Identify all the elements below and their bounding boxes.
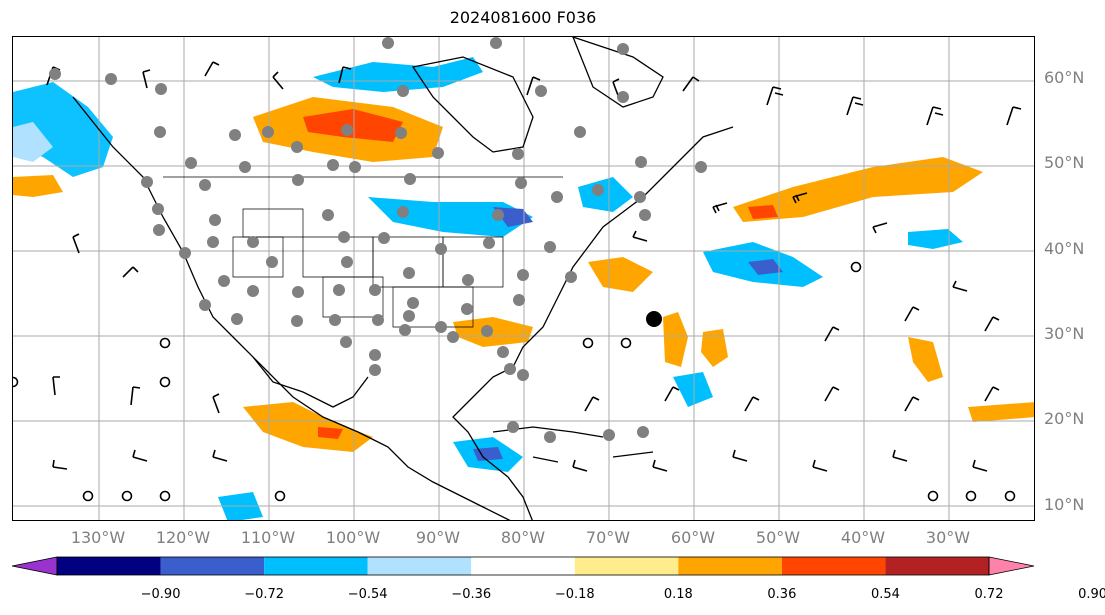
fill-blue-patch — [673, 372, 713, 407]
lon-label-50w: 50°W — [755, 528, 801, 547]
fill-orange-patch — [701, 329, 728, 367]
fill-orange-patch — [13, 175, 63, 197]
fill-orange-patch — [453, 317, 533, 347]
fill-red-patch — [318, 427, 343, 439]
fill-orange-patch — [663, 312, 688, 367]
colorbar-swatch — [471, 557, 575, 575]
colorbar-extend-low — [11, 556, 58, 576]
graticule — [13, 37, 1034, 520]
colorbar-outline — [56, 556, 990, 576]
colorbar-swatch — [781, 557, 886, 575]
colorbar-tick-label: 0.90 — [1078, 587, 1105, 602]
fill-darkblue-patch — [473, 447, 503, 461]
lon-label-40w: 40°W — [840, 528, 886, 547]
colorbar-swatch — [885, 557, 989, 575]
colorbar-tick-label: −0.36 — [451, 587, 492, 602]
wind-barbs — [46, 61, 1022, 472]
coastline-gulf-east — [452, 126, 734, 520]
colorbar-swatch — [160, 557, 265, 575]
lat-label-30n: 30°N — [1044, 324, 1085, 343]
fill-blue-patch — [313, 57, 483, 92]
map-panel[interactable] — [12, 36, 1035, 521]
plot-title: 2024081600 F036 — [449, 8, 597, 27]
colorbar-swatch — [574, 557, 679, 575]
coastline-greenland — [572, 37, 664, 108]
fill-orange-patch — [908, 337, 943, 382]
fill-blue-patch — [908, 229, 963, 249]
fill-blue-patch — [368, 197, 533, 237]
lat-label-60n: 60°N — [1044, 68, 1085, 87]
lon-label-110w: 110°W — [240, 528, 296, 547]
storm-center-marker — [646, 311, 662, 327]
coastline-north-america — [72, 96, 511, 520]
lon-label-100w: 100°W — [325, 528, 381, 547]
colorbar — [11, 556, 1035, 576]
fill-red-patch — [748, 205, 778, 219]
lon-label-70w: 70°W — [585, 528, 631, 547]
colorbar-swatch — [678, 557, 782, 575]
colorbar-extend-high — [988, 556, 1035, 576]
station-markers — [49, 37, 707, 443]
colorbar-swatch — [57, 557, 161, 575]
colorbar-swatch — [264, 557, 368, 575]
lon-label-30w: 30°W — [925, 528, 971, 547]
fill-orange-patch — [243, 402, 373, 452]
fill-darkblue-patch — [748, 259, 783, 275]
fill-orange-patch — [968, 402, 1034, 422]
political-borders — [163, 176, 563, 328]
lat-label-10n: 10°N — [1044, 495, 1085, 514]
colorbar-tick-label: 0.72 — [974, 587, 1004, 602]
lon-label-120w: 120°W — [155, 528, 211, 547]
lat-label-50n: 50°N — [1044, 153, 1085, 172]
coastline-hudson — [411, 56, 534, 153]
colorbar-tick-label: −0.18 — [554, 587, 595, 602]
fill-blue-patch — [578, 177, 633, 212]
fill-red-patch — [303, 109, 403, 142]
colorbar-tick-label: 0.18 — [663, 587, 693, 602]
colorbar-tick-label: −0.54 — [347, 587, 388, 602]
fill-orange-patch — [733, 157, 983, 222]
fill-lightblue-patch — [13, 122, 53, 162]
colorbar-tick-label: −0.72 — [244, 587, 285, 602]
lon-label-60w: 60°W — [670, 528, 716, 547]
lat-label-40n: 40°N — [1044, 239, 1085, 258]
colorbar-swatch — [367, 557, 472, 575]
lon-label-90w: 90°W — [415, 528, 461, 547]
coastline-mexico — [252, 356, 369, 408]
fill-orange-patch — [588, 257, 653, 292]
lon-label-80w: 80°W — [500, 528, 546, 547]
colorbar-tick-label: 0.54 — [870, 587, 900, 602]
calm-wind-circles — [13, 261, 1016, 502]
lon-label-130w: 130°W — [70, 528, 126, 547]
colorbar-tick-label: 0.36 — [767, 587, 797, 602]
colorbar-tick-label: −0.90 — [140, 587, 181, 602]
lat-label-20n: 20°N — [1044, 409, 1085, 428]
map-canvas — [13, 37, 1034, 520]
